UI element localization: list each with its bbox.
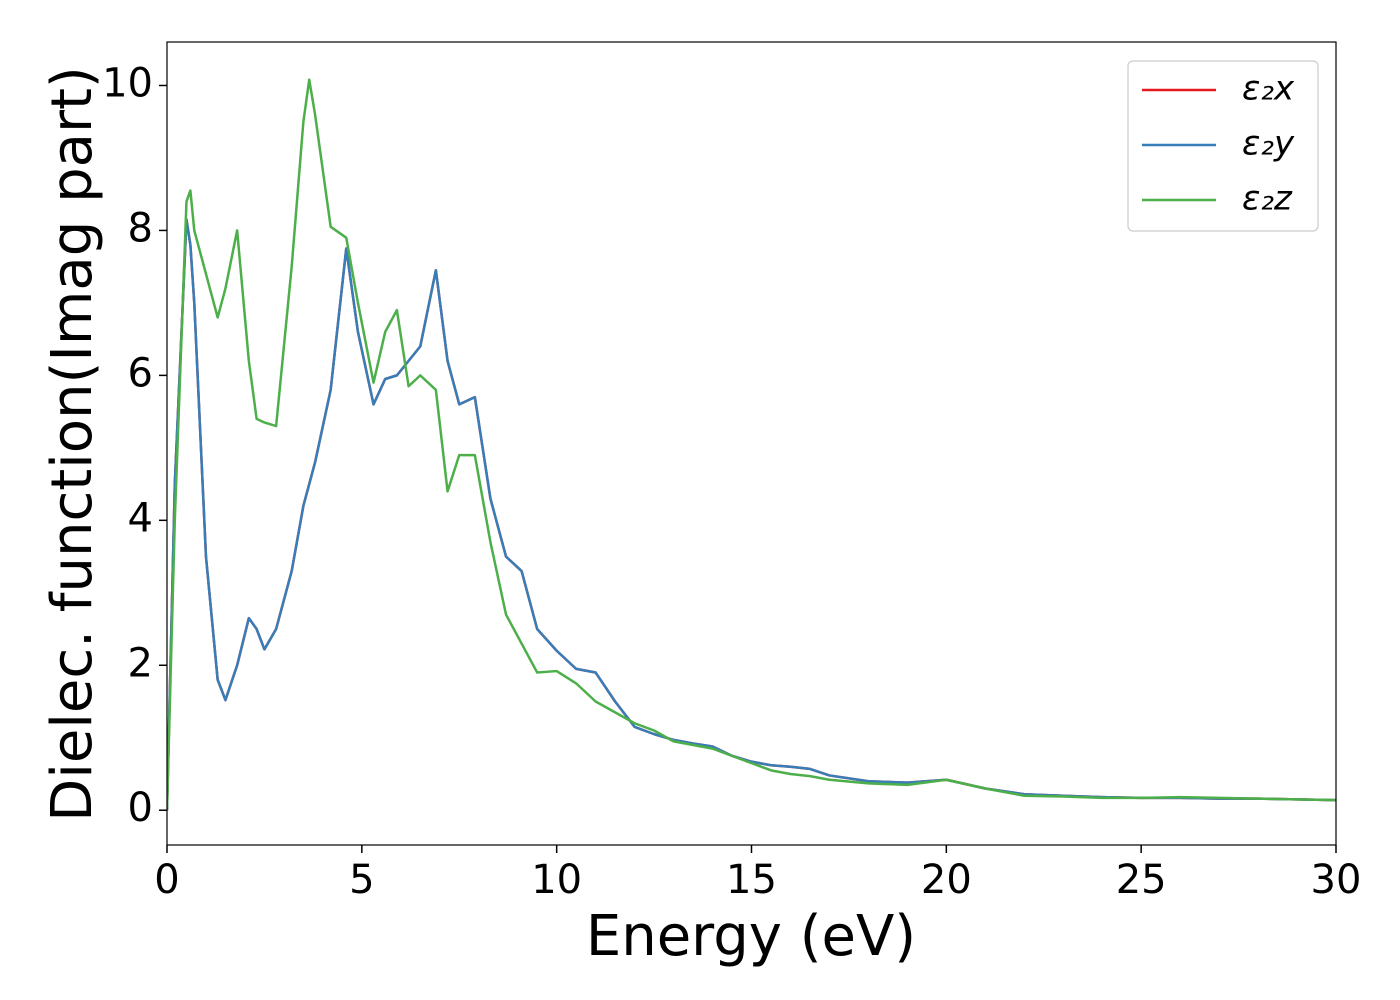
- y-tick-label: 4: [128, 495, 153, 541]
- y-tick-label: 2: [128, 640, 153, 686]
- plot-frame: [166, 41, 1337, 846]
- y-axis-label: Dielec. function(Imag part): [40, 66, 105, 822]
- legend-label: ε₂y: [1242, 124, 1295, 164]
- x-tick-label: 5: [349, 857, 374, 903]
- x-tick-label: 30: [1311, 857, 1362, 903]
- series-line: [167, 78, 1336, 811]
- legend-box: [1127, 60, 1319, 232]
- y-tick-label: 0: [128, 785, 153, 831]
- series-line: [167, 218, 1336, 811]
- x-axis-label: Energy (eV): [586, 904, 916, 969]
- x-tick-label: 20: [921, 857, 972, 903]
- x-tick-label: 15: [726, 857, 777, 903]
- series-line: [167, 218, 1336, 811]
- x-tick-label: 25: [1116, 857, 1167, 903]
- x-tick-label: 10: [531, 857, 582, 903]
- y-tick-label: 10: [102, 60, 153, 106]
- legend-label: ε₂x: [1242, 69, 1295, 109]
- y-tick-label: 8: [128, 205, 153, 251]
- y-tick-label: 6: [128, 350, 153, 396]
- x-tick-label: 0: [154, 857, 179, 903]
- legend-label: ε₂z: [1242, 179, 1293, 219]
